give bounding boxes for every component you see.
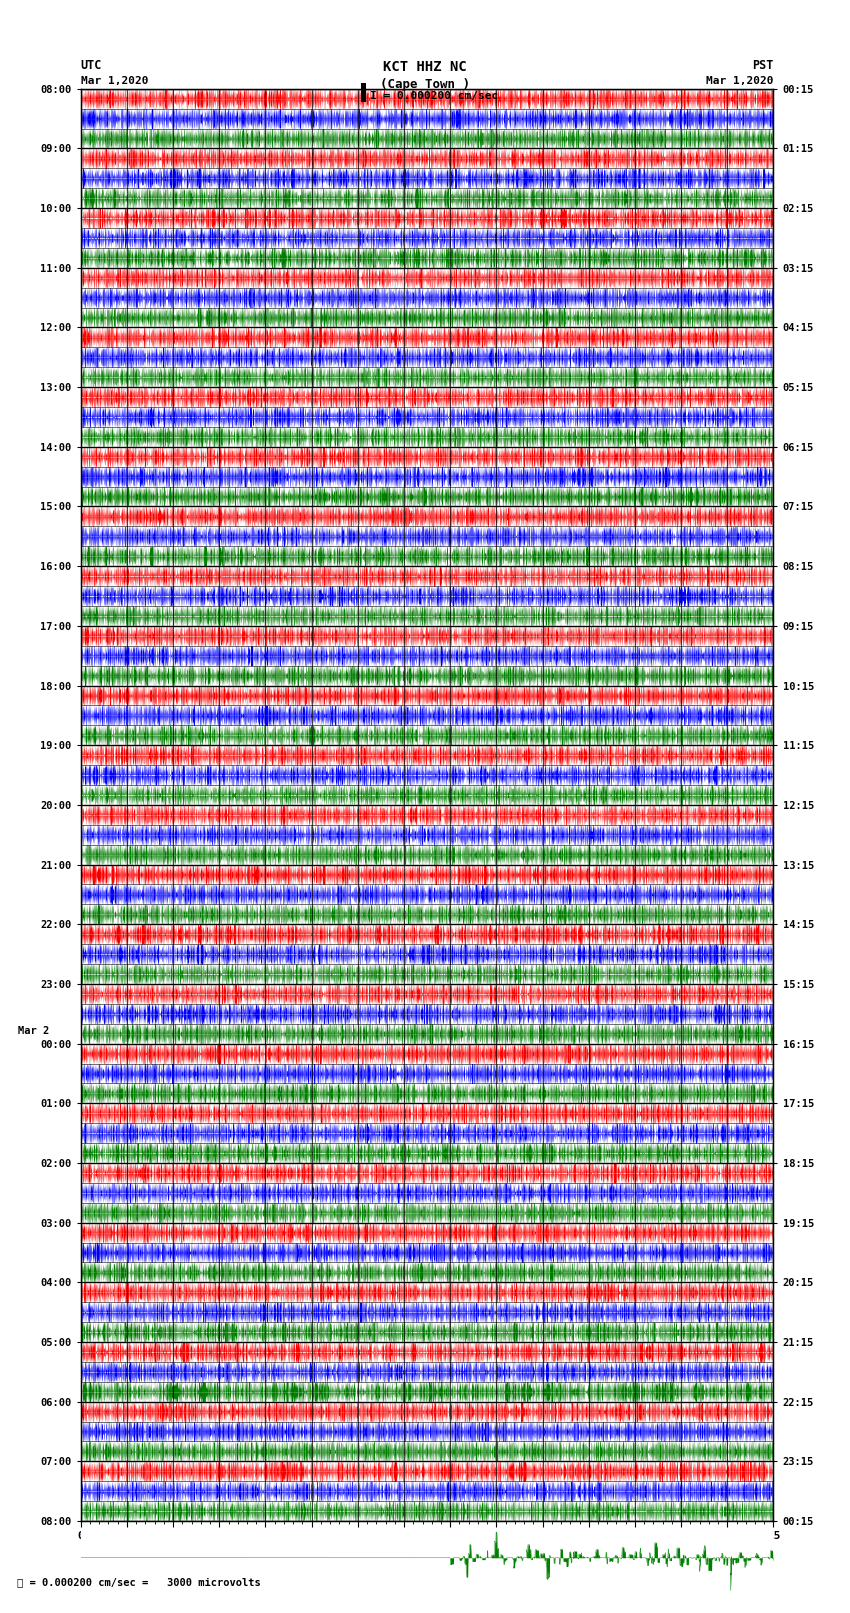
Text: ⨽ = 0.000200 cm/sec =   3000 microvolts: ⨽ = 0.000200 cm/sec = 3000 microvolts [17, 1578, 261, 1587]
Text: Mar 1,2020: Mar 1,2020 [706, 76, 774, 87]
Text: UTC: UTC [81, 58, 102, 73]
Text: I = 0.000200 cm/sec: I = 0.000200 cm/sec [370, 90, 498, 102]
Text: Mar 1,2020: Mar 1,2020 [81, 76, 148, 87]
Text: KCT HHZ NC: KCT HHZ NC [383, 60, 467, 74]
Text: (Cape Town ): (Cape Town ) [380, 77, 470, 92]
X-axis label: TIME (MINUTES): TIME (MINUTES) [375, 1545, 479, 1558]
Text: Mar 2: Mar 2 [19, 1026, 49, 1037]
Text: PST: PST [752, 58, 774, 73]
